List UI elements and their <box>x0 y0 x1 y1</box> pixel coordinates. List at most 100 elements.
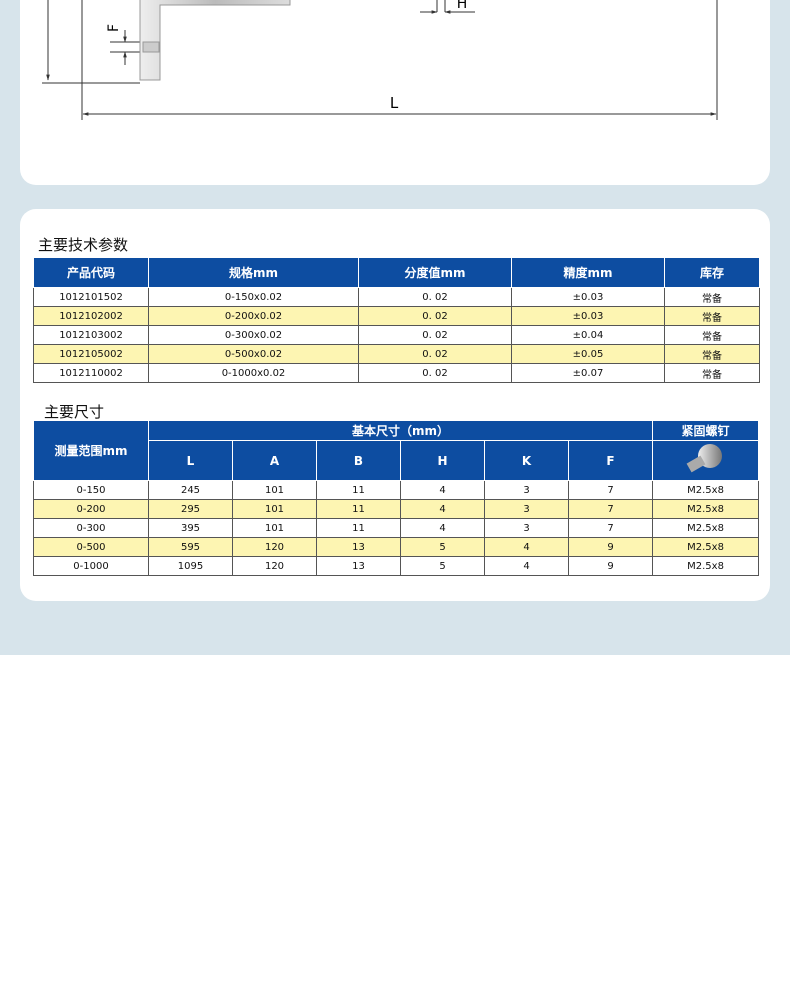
row: 1012110002 0-1000x0.02 0. 02 ±0.07 常备 <box>33 363 760 383</box>
cell: 0. 02 <box>358 363 512 383</box>
cell: 常备 <box>664 325 760 345</box>
label-f: F <box>106 24 122 32</box>
cell: 11 <box>316 518 401 538</box>
sub-header-cell: L <box>148 440 233 481</box>
cell: M2.5x8 <box>652 480 760 500</box>
cell: 常备 <box>664 344 760 364</box>
cell: 4 <box>400 499 485 519</box>
cell: 0. 02 <box>358 344 512 364</box>
label-h: H <box>457 0 468 12</box>
cell: 0-300 <box>33 518 149 538</box>
cell: 13 <box>316 556 401 576</box>
cell: 3 <box>484 518 569 538</box>
cell: 101 <box>232 499 317 519</box>
cell: 1012101502 <box>33 287 149 307</box>
cell: 0. 02 <box>358 325 512 345</box>
label-l: L <box>390 94 399 112</box>
header-row: 产品代码 规格mm 分度值mm 精度mm 库存 <box>33 257 760 288</box>
cell: 7 <box>567 480 654 500</box>
screw-icon <box>686 444 722 473</box>
cell: 245 <box>148 480 233 500</box>
cell: 595 <box>148 537 233 557</box>
row: 1012103002 0-300x0.02 0. 02 ±0.04 常备 <box>33 325 760 345</box>
header-cell: 分度值mm <box>358 257 512 288</box>
row: 1012102002 0-200x0.02 0. 02 ±0.03 常备 <box>33 306 760 326</box>
cell: 0-500x0.02 <box>148 344 359 364</box>
cell: 11 <box>316 480 401 500</box>
header-row: 测量范围mm 基本尺寸（mm） 紧固螺钉 <box>33 420 760 481</box>
cell: 1095 <box>148 556 233 576</box>
cell: 0-500 <box>33 537 149 557</box>
cell: 0-1000x0.02 <box>148 363 359 383</box>
cell: 9 <box>567 556 654 576</box>
row: 1012101502 0-150x0.02 0. 02 ±0.03 常备 <box>33 287 760 307</box>
screw-icon-cell <box>652 440 760 481</box>
row: 0-300 395 101 11 4 3 7 M2.5x8 <box>33 518 760 538</box>
cell: 7 <box>567 518 654 538</box>
sub-header-cell: A <box>232 440 317 481</box>
cell: ±0.03 <box>511 306 665 326</box>
cell: 常备 <box>664 287 760 307</box>
sub-header-cell: F <box>567 440 654 481</box>
cell: ±0.03 <box>511 287 665 307</box>
cell: M2.5x8 <box>652 537 760 557</box>
cell: 1012105002 <box>33 344 149 364</box>
cell: 0-150 <box>33 480 149 500</box>
cell: 120 <box>232 556 317 576</box>
cell: 常备 <box>664 306 760 326</box>
cell: 5 <box>400 537 485 557</box>
spec-table: 产品代码 规格mm 分度值mm 精度mm 库存 1012101502 0-150x0.02 0… <box>33 257 760 383</box>
cell: 4 <box>484 556 569 576</box>
cell: 0-200 <box>33 499 149 519</box>
cell: 4 <box>400 518 485 538</box>
cell: M2.5x8 <box>652 556 760 576</box>
cell: 0-1000 <box>33 556 149 576</box>
cell: 120 <box>232 537 317 557</box>
cell: ±0.07 <box>511 363 665 383</box>
cell: 0-300x0.02 <box>148 325 359 345</box>
cell: 101 <box>232 518 317 538</box>
cell: 常备 <box>664 363 760 383</box>
header-cell: 精度mm <box>511 257 665 288</box>
cell: 13 <box>316 537 401 557</box>
cell: 7 <box>567 499 654 519</box>
cell: 101 <box>232 480 317 500</box>
cell: 1012103002 <box>33 325 149 345</box>
header-cell: 测量范围mm <box>33 420 149 481</box>
cell: 1012102002 <box>33 306 149 326</box>
cell: 0-150x0.02 <box>148 287 359 307</box>
cell: 0-200x0.02 <box>148 306 359 326</box>
sub-header-cell: K <box>484 440 569 481</box>
cell: M2.5x8 <box>652 518 760 538</box>
cell: 5 <box>400 556 485 576</box>
cell: 0. 02 <box>358 287 512 307</box>
cell: 0. 02 <box>358 306 512 326</box>
cell: 3 <box>484 499 569 519</box>
cell: 1012110002 <box>33 363 149 383</box>
row: 0-500 595 120 13 5 4 9 M2.5x8 <box>33 537 760 557</box>
header-cell: 库存 <box>664 257 760 288</box>
cell: ±0.04 <box>511 325 665 345</box>
cell: 4 <box>400 480 485 500</box>
header-cell: 基本尺寸（mm） <box>147 420 654 441</box>
cell: M2.5x8 <box>652 499 760 519</box>
cell: 9 <box>567 537 654 557</box>
spec-title: 主要技术参数 <box>38 236 129 254</box>
sub-header-cell: H <box>400 440 485 481</box>
row: 1012105002 0-500x0.02 0. 02 ±0.05 常备 <box>33 344 760 364</box>
sub-header-cell: B <box>316 440 401 481</box>
row: 0-150 245 101 11 4 3 7 M2.5x8 <box>33 480 760 500</box>
diagram: F H L <box>42 0 718 120</box>
size-table: 测量范围mm 基本尺寸（mm） 紧固螺钉 L A B H K F 0-150 245 101 11 4 3 7… <box>33 420 760 576</box>
cell: 295 <box>148 499 233 519</box>
cell: 11 <box>316 499 401 519</box>
cell: 4 <box>484 537 569 557</box>
cell: 395 <box>148 518 233 538</box>
header-cell: 产品代码 <box>33 257 149 288</box>
header-cell: 紧固螺钉 <box>652 420 760 441</box>
cell: 3 <box>484 480 569 500</box>
cell: ±0.05 <box>511 344 665 364</box>
row: 0-200 295 101 11 4 3 7 M2.5x8 <box>33 499 760 519</box>
